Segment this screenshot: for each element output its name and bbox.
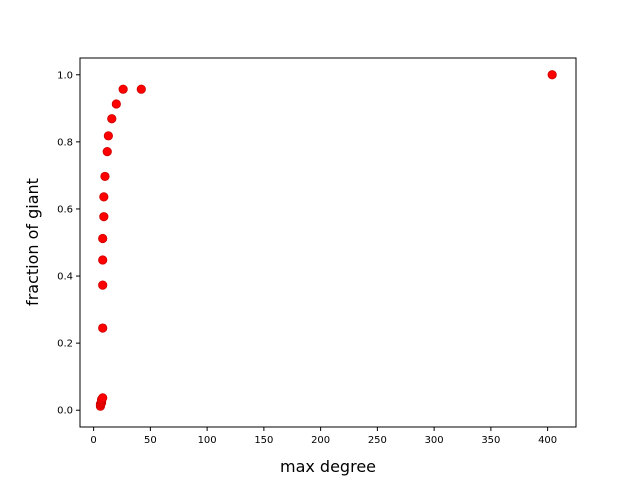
x-tick-label: 100 (198, 435, 217, 446)
data-points (95, 70, 557, 411)
x-tick-label: 150 (254, 435, 273, 446)
x-axis-ticks: 0 50 100 150 200 250 300 350 400 (90, 427, 557, 446)
data-point (98, 280, 108, 290)
x-tick-label: 300 (425, 435, 444, 446)
y-tick-label: 0.0 (57, 406, 73, 417)
data-point (100, 171, 110, 182)
data-point (111, 99, 121, 109)
data-point (98, 323, 108, 333)
x-tick-label: 250 (368, 435, 387, 446)
data-point (99, 212, 109, 222)
data-point (547, 70, 557, 80)
data-point (99, 192, 109, 202)
x-tick-label: 400 (538, 435, 557, 446)
x-tick-label: 200 (311, 435, 330, 446)
y-axis-label: fraction of giant (23, 178, 42, 306)
x-tick-label: 50 (144, 435, 157, 446)
x-axis-label: max degree (280, 457, 376, 476)
x-tick-label: 0 (90, 435, 96, 446)
y-tick-label: 0.6 (57, 204, 73, 215)
data-point (98, 233, 108, 244)
data-point (118, 84, 128, 94)
plot-frame (79, 57, 577, 428)
data-point (98, 255, 108, 265)
x-tick-label: 350 (481, 435, 500, 446)
data-point (107, 114, 117, 124)
y-axis-ticks: 0.0 0.2 0.4 0.6 0.8 1.0 (57, 70, 80, 417)
y-tick-label: 0.4 (57, 272, 73, 283)
data-point (103, 131, 113, 141)
data-point (136, 84, 146, 94)
y-tick-label: 0.2 (57, 339, 73, 350)
data-point (102, 146, 112, 157)
y-tick-label: 0.8 (57, 137, 73, 148)
data-point (98, 393, 108, 403)
y-tick-label: 1.0 (57, 70, 73, 81)
